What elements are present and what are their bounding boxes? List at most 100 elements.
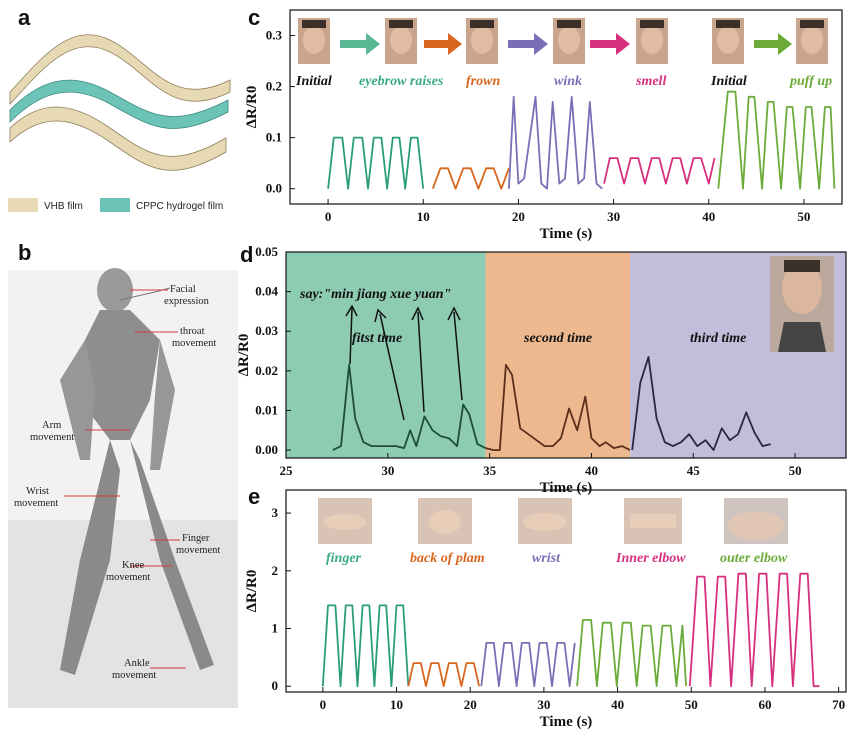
photo-outer-elbow [724, 498, 788, 544]
plot-frame-d [285, 251, 847, 459]
label-finger-movement: Finger movement [176, 533, 220, 556]
arrow-icon [754, 33, 792, 55]
facial-photo-strip [298, 18, 828, 64]
gesture-photo-strip [318, 498, 788, 544]
face-photo-puff-up [796, 18, 828, 64]
plot-frame-e [285, 489, 847, 693]
chart-c: 0 10 20 30 40 50 0.0 0.1 0.2 0.3 Time (s) ΔR/R0 [244, 9, 843, 242]
face-photo-smell [636, 18, 668, 64]
y-axis-label-c: ΔR/R0 [244, 86, 260, 129]
region-band-1 [485, 252, 631, 458]
y-tick-label-c: 0.3 [266, 28, 283, 43]
x-tick-label-d: 50 [789, 463, 802, 478]
x-tick-label-e: 10 [390, 697, 403, 712]
label-ankle-line2: movement [112, 670, 156, 681]
x-axis-label-d: Time (s) [540, 480, 593, 496]
x-tick-label-d: 40 [585, 463, 598, 478]
series-line-e-3 [576, 619, 687, 688]
legend-label-vhb: VHB film [44, 201, 83, 212]
panel-letter-e: e [248, 484, 260, 509]
panel-letter-a: a [18, 5, 31, 30]
y-tick-label-e: 0 [272, 678, 279, 693]
x-tick-label-c: 0 [325, 209, 332, 224]
x-axis-label-c: Time (s) [540, 226, 593, 242]
body-region-labels: Facial expression throat movement Arm mo… [14, 284, 220, 681]
photo-back-of-palm [418, 498, 472, 544]
series-line-c-3 [603, 157, 716, 185]
y-tick-label-c: 0.1 [266, 130, 282, 145]
label-ankle-movement: Ankle movement [112, 658, 156, 681]
transition-arrows [340, 33, 792, 55]
region-label-first: fitst time [352, 331, 402, 346]
x-tick-label-e: 20 [464, 697, 477, 712]
face-action-labels: Initial eyebrow raises frown wink smell … [295, 74, 832, 89]
chart-d: 25 30 35 40 45 50 0.00 0.01 0.02 0.03 0.04 0.05 Time… [236, 244, 847, 496]
y-tick-label-e: 1 [272, 621, 279, 636]
y-tick-label-e: 2 [272, 563, 279, 578]
gesture-labels: finger back of plam wrist Inner elbow ou… [326, 551, 788, 566]
legend-swatch-vhb [8, 198, 38, 212]
chart-e: 0 10 20 30 40 50 60 70 0 1 2 3 Time (s) ΔR/R0 [244, 489, 847, 730]
y-tick-label-d: 0.03 [255, 323, 278, 338]
annotation-smell: smell [635, 74, 666, 89]
annotation-frown: frown [466, 74, 500, 89]
series-line-e-2 [480, 642, 576, 688]
series-line-c-1 [431, 167, 510, 190]
chart-d-regions [286, 252, 846, 458]
x-tick-label-d: 35 [483, 463, 497, 478]
region-label-third: third time [690, 331, 746, 346]
region-label-second: second time [523, 331, 592, 346]
y-tick-label-d: 0.00 [255, 442, 278, 457]
y-tick-label-c: 0.2 [266, 79, 282, 94]
label-ankle-line1: Ankle [124, 658, 150, 669]
face-photo-initial-2 [712, 18, 744, 64]
face-photo-wink [553, 18, 585, 64]
label-arm-line2: movement [30, 432, 74, 443]
label-finger-line1: Finger [182, 533, 210, 544]
y-tick-label-c: 0.0 [266, 181, 282, 196]
chart-d-quote: say:"min jiang xue yuan" [299, 287, 451, 302]
x-tick-label-c: 20 [512, 209, 525, 224]
label-arm-movement: Arm movement [30, 420, 74, 443]
series-line-c-2 [508, 95, 603, 190]
annotation-puff-up: puff up [789, 74, 832, 89]
y-tick-label-d: 0.02 [255, 363, 278, 378]
label-wrist-movement: Wrist movement [14, 486, 58, 509]
annotation-eyebrow-raises: eyebrow raises [359, 74, 444, 89]
face-photo-initial [298, 18, 330, 64]
series-line-c-4 [717, 90, 836, 190]
series-line-d-1 [485, 363, 631, 452]
x-tick-label-d: 45 [687, 463, 701, 478]
face-photo-speaker [770, 256, 834, 352]
y-tick-label-d: 0.04 [255, 284, 278, 299]
y-tick-label-d: 0.01 [255, 402, 278, 417]
annotation-outer-elbow: outer elbow [720, 551, 788, 566]
x-tick-label-e: 70 [832, 697, 845, 712]
photo-inner-elbow [624, 498, 682, 544]
label-throat-line1: throat [180, 326, 205, 337]
annotation-inner-elbow: Inner elbow [615, 551, 686, 566]
arrow-icon [590, 33, 630, 55]
y-tick-label-e: 3 [272, 505, 279, 520]
x-tick-label-c: 10 [417, 209, 430, 224]
arrow-icon [508, 33, 548, 55]
arrow-icon [340, 33, 380, 55]
series-line-e-1 [407, 662, 480, 688]
arrow-icon [424, 33, 462, 55]
label-knee-line1: Knee [122, 560, 144, 571]
label-facial-line2: expression [164, 296, 210, 307]
x-tick-label-e: 40 [611, 697, 624, 712]
label-wrist-line1: Wrist [26, 486, 49, 497]
annotation-initial: Initial [295, 74, 332, 89]
label-throat-line2: movement [172, 338, 216, 349]
panel-letter-b: b [18, 240, 31, 265]
x-tick-label-c: 40 [702, 209, 715, 224]
x-tick-label-c: 50 [797, 209, 810, 224]
layered-film-illustration [9, 34, 231, 171]
film-legend: VHB film CPPC hydrogel film [8, 198, 223, 212]
annotation-initial-2: Initial [710, 74, 747, 89]
label-facial-expression: Facial expression [164, 284, 210, 307]
x-tick-label-e: 30 [537, 697, 550, 712]
